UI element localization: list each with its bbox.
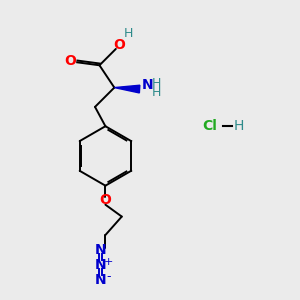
Text: H: H bbox=[124, 27, 133, 40]
Text: N: N bbox=[94, 243, 106, 257]
Text: Cl: Cl bbox=[202, 119, 217, 133]
Text: H: H bbox=[152, 86, 161, 99]
Text: H: H bbox=[152, 77, 161, 90]
Text: O: O bbox=[114, 38, 126, 52]
Text: N: N bbox=[142, 78, 154, 92]
Text: O: O bbox=[100, 193, 111, 207]
Text: +: + bbox=[104, 257, 113, 267]
Text: N: N bbox=[94, 273, 106, 286]
Text: H: H bbox=[234, 119, 244, 133]
Text: O: O bbox=[65, 53, 76, 68]
Text: -: - bbox=[106, 270, 111, 283]
Polygon shape bbox=[114, 85, 140, 93]
Text: N: N bbox=[94, 258, 106, 272]
